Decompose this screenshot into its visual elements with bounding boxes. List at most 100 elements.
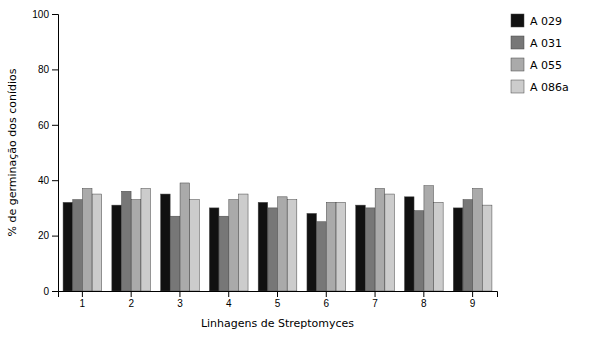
tick-label: 20	[38, 230, 50, 241]
bar	[434, 202, 444, 291]
tick-mark	[52, 14, 58, 15]
legend: A 029 A 031 A 055 A 086a	[511, 14, 569, 94]
tick-label: 1	[80, 298, 86, 309]
bar	[180, 183, 190, 291]
bar	[219, 216, 229, 291]
bar	[326, 202, 336, 291]
bar	[453, 208, 463, 291]
tick: 4	[226, 291, 232, 309]
tick-mark	[52, 291, 58, 292]
bar	[375, 189, 385, 291]
legend-item: A 031	[511, 36, 562, 50]
x-axis: 1 2 3 4 5 6 7 8 9	[59, 291, 498, 309]
bar	[190, 200, 200, 291]
series	[82, 183, 482, 291]
tick-mark	[375, 291, 376, 297]
bar	[82, 189, 92, 291]
bar	[63, 202, 73, 291]
tick-mark	[131, 291, 132, 297]
tick-label: 4	[226, 298, 232, 309]
bar	[141, 189, 151, 291]
tick: 7	[372, 291, 378, 309]
tick-mark	[423, 291, 424, 297]
bar	[239, 194, 249, 291]
bar	[268, 208, 278, 291]
tick-mark	[82, 291, 83, 297]
bar	[278, 197, 288, 291]
bar	[73, 200, 83, 291]
tick-label: 40	[38, 175, 50, 186]
tick-mark	[472, 291, 473, 297]
tick-mark	[52, 125, 58, 126]
tick: 2	[128, 291, 134, 309]
tick: 60	[38, 120, 58, 131]
bar	[365, 208, 375, 291]
tick-label: 5	[275, 298, 281, 309]
legend-item: A 086a	[511, 80, 569, 94]
tick: 1	[80, 291, 86, 309]
legend-label: A 055	[530, 59, 562, 72]
tick-label: 100	[32, 9, 49, 20]
tick: 40	[38, 175, 58, 186]
tick-label: 2	[128, 298, 134, 309]
bars	[63, 183, 492, 291]
bar	[336, 202, 346, 291]
bar	[131, 200, 141, 291]
axis-line	[52, 15, 59, 292]
tick-label: 3	[177, 298, 183, 309]
tick-label: 80	[38, 64, 50, 75]
tick-label: 8	[421, 298, 427, 309]
bar	[463, 200, 473, 291]
legend-swatch	[511, 58, 524, 71]
y-axis: 0 20 40 60 80 100	[32, 9, 58, 297]
legend-swatch	[511, 80, 524, 93]
bar	[473, 189, 483, 291]
tick-mark	[52, 69, 58, 70]
tick: 20	[38, 230, 58, 241]
bar	[112, 205, 122, 291]
legend-swatch	[511, 36, 524, 49]
chart: 0 20 40 60 80 100 1 2 3 4 5 6 7 8 9 % de germinação dos…	[0, 0, 597, 337]
tick-mark	[277, 291, 278, 297]
tick-label: 60	[38, 120, 50, 131]
tick-mark	[52, 236, 58, 237]
tick-mark	[326, 291, 327, 297]
plot: 0 20 40 60 80 100 1 2 3 4 5 6 7 8 9	[32, 9, 497, 309]
x-axis-title: Linhagens de Streptomyces	[201, 317, 354, 330]
bar	[92, 194, 102, 291]
tick-mark	[179, 291, 180, 297]
bar	[424, 186, 434, 291]
tick-label: 7	[372, 298, 378, 309]
tick-label: 6	[323, 298, 329, 309]
tick: 5	[275, 291, 281, 309]
bar	[356, 205, 366, 291]
bar	[385, 194, 395, 291]
legend-label: A 029	[530, 15, 562, 28]
tick-mark	[228, 291, 229, 297]
bar	[414, 211, 424, 291]
tick-label: 0	[43, 286, 49, 297]
bar	[170, 216, 180, 291]
tick: 3	[177, 291, 183, 309]
bar	[405, 197, 415, 291]
bar	[317, 222, 327, 291]
tick-mark	[52, 180, 58, 181]
tick: 6	[323, 291, 329, 309]
bar	[482, 205, 492, 291]
series	[92, 189, 492, 291]
bar	[229, 200, 239, 291]
legend-label: A 031	[530, 37, 562, 50]
legend-swatch	[511, 14, 524, 27]
bar	[258, 202, 268, 291]
tick: 9	[470, 291, 476, 309]
tick: 0	[43, 286, 58, 297]
y-axis-title: % de germinação dos conídios	[6, 68, 19, 236]
legend-item: A 055	[511, 58, 562, 72]
bar	[161, 194, 171, 291]
bar	[209, 208, 219, 291]
tick-label: 9	[470, 298, 476, 309]
tick: 80	[38, 64, 58, 75]
tick: 8	[421, 291, 427, 309]
legend-label: A 086a	[530, 81, 569, 94]
bar	[122, 191, 132, 291]
